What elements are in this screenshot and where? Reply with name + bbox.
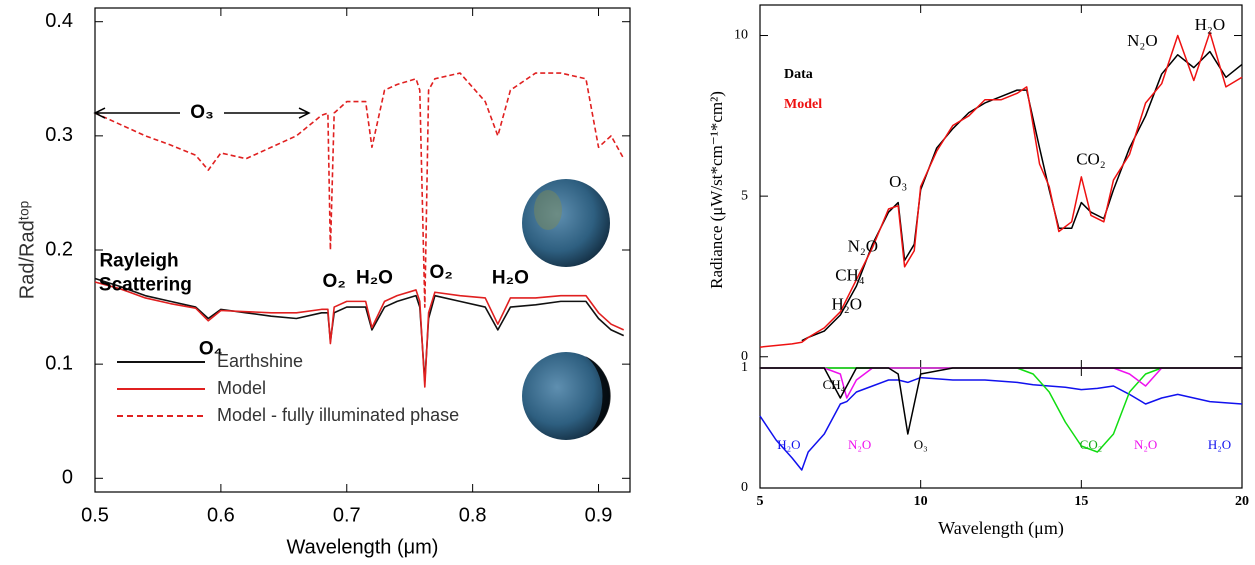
x-tick-label: 10 (914, 494, 928, 509)
annotation: H₂O (1208, 437, 1231, 452)
right-lower-panel: 5 10 15 20 0 1 Wavelength (μm) H₂O N₂O O₃ CH₄ CO₂ N₂… (741, 360, 1249, 539)
annotation: H₂O (356, 268, 393, 289)
x-tick-label: 0.6 (207, 504, 235, 526)
earth-images (522, 179, 611, 440)
x-tick-label: 0.7 (333, 504, 361, 526)
annotation: H₂O (492, 268, 529, 289)
y-tick-label: 5 (741, 188, 748, 203)
annotation: CO₂ (1080, 437, 1103, 452)
series-line (94, 281, 625, 388)
annotation: N₂O (848, 437, 871, 452)
y-tick-label: 0 (741, 349, 748, 364)
x-axis-label: Wavelength (μm) (287, 536, 439, 558)
y-tick-label: 0 (741, 480, 748, 495)
annotation: H₂O (832, 294, 862, 313)
annotation: O₃ (914, 437, 928, 452)
annotation: O₃ (190, 102, 214, 123)
right-upper-panel: 0 5 10 Radiance (μW/st*cm⁻¹*cm²) O₃ N₂O CH₄ H₂O… (707, 4, 1243, 369)
series-line (94, 277, 625, 383)
annotation: CH₄ (823, 377, 846, 392)
annotation: CH₄ (835, 265, 865, 284)
annotation-arrow (224, 107, 311, 119)
series-line (760, 367, 1242, 435)
annotation: CO₂ (1076, 150, 1106, 169)
y-axis-label: Rad/Radᵗᵒᵖ (16, 201, 38, 299)
annotation: O₂ (323, 271, 346, 292)
y-tick-label: 0.2 (45, 238, 73, 260)
y-tick-label: 0.4 (45, 10, 73, 32)
earth-shadow (585, 356, 611, 436)
left-panel: 0.5 0.6 0.7 0.8 0.9 0 0.1 0.2 0.3 0.4 Wavelength (… (16, 7, 631, 558)
x-axis-label: Wavelength (μm) (938, 518, 1064, 539)
earth-full (522, 179, 610, 267)
annotation: O₃ (889, 172, 907, 191)
x-tick-label: 15 (1074, 494, 1088, 509)
earth-land (534, 190, 562, 230)
y-tick-label: 0.1 (45, 352, 73, 374)
annotation: N₂O (848, 236, 878, 255)
x-tick-label: 0.5 (81, 504, 109, 526)
annotation: O₂ (430, 262, 453, 283)
legend-label: Model - fully illuminated phase (217, 405, 459, 425)
annotation: Rayleigh (99, 250, 178, 271)
y-tick-label: 10 (734, 28, 748, 43)
legend-label: Model (784, 97, 822, 112)
legend-label: Model (217, 378, 266, 398)
annotation: H₂O (777, 437, 800, 452)
annotation: N₂O (1127, 31, 1157, 50)
earth-crescent (522, 352, 610, 440)
legend-label: Earthshine (217, 351, 303, 371)
series-line (94, 72, 625, 308)
annotation: Scattering (99, 274, 192, 295)
series-line (801, 50, 1243, 342)
annotation: N₂O (1134, 437, 1157, 452)
x-tick-label: 20 (1235, 494, 1249, 509)
annotation: O₄ (199, 338, 223, 359)
series-line (759, 31, 1243, 348)
y-tick-label: 0.3 (45, 124, 73, 146)
series-line (759, 376, 1243, 471)
x-tick-label: 0.9 (585, 504, 613, 526)
y-tick-label: 0 (62, 467, 73, 489)
x-tick-label: 5 (757, 494, 764, 509)
y-axis-label: Radiance (μW/st*cm⁻¹*cm²) (707, 91, 726, 289)
annotation: H₂O (1195, 15, 1225, 34)
y-tick-label: 1 (741, 360, 748, 375)
x-tick-label: 0.8 (459, 504, 487, 526)
annotation-arrow (93, 107, 180, 119)
legend-label: Data (784, 67, 813, 82)
